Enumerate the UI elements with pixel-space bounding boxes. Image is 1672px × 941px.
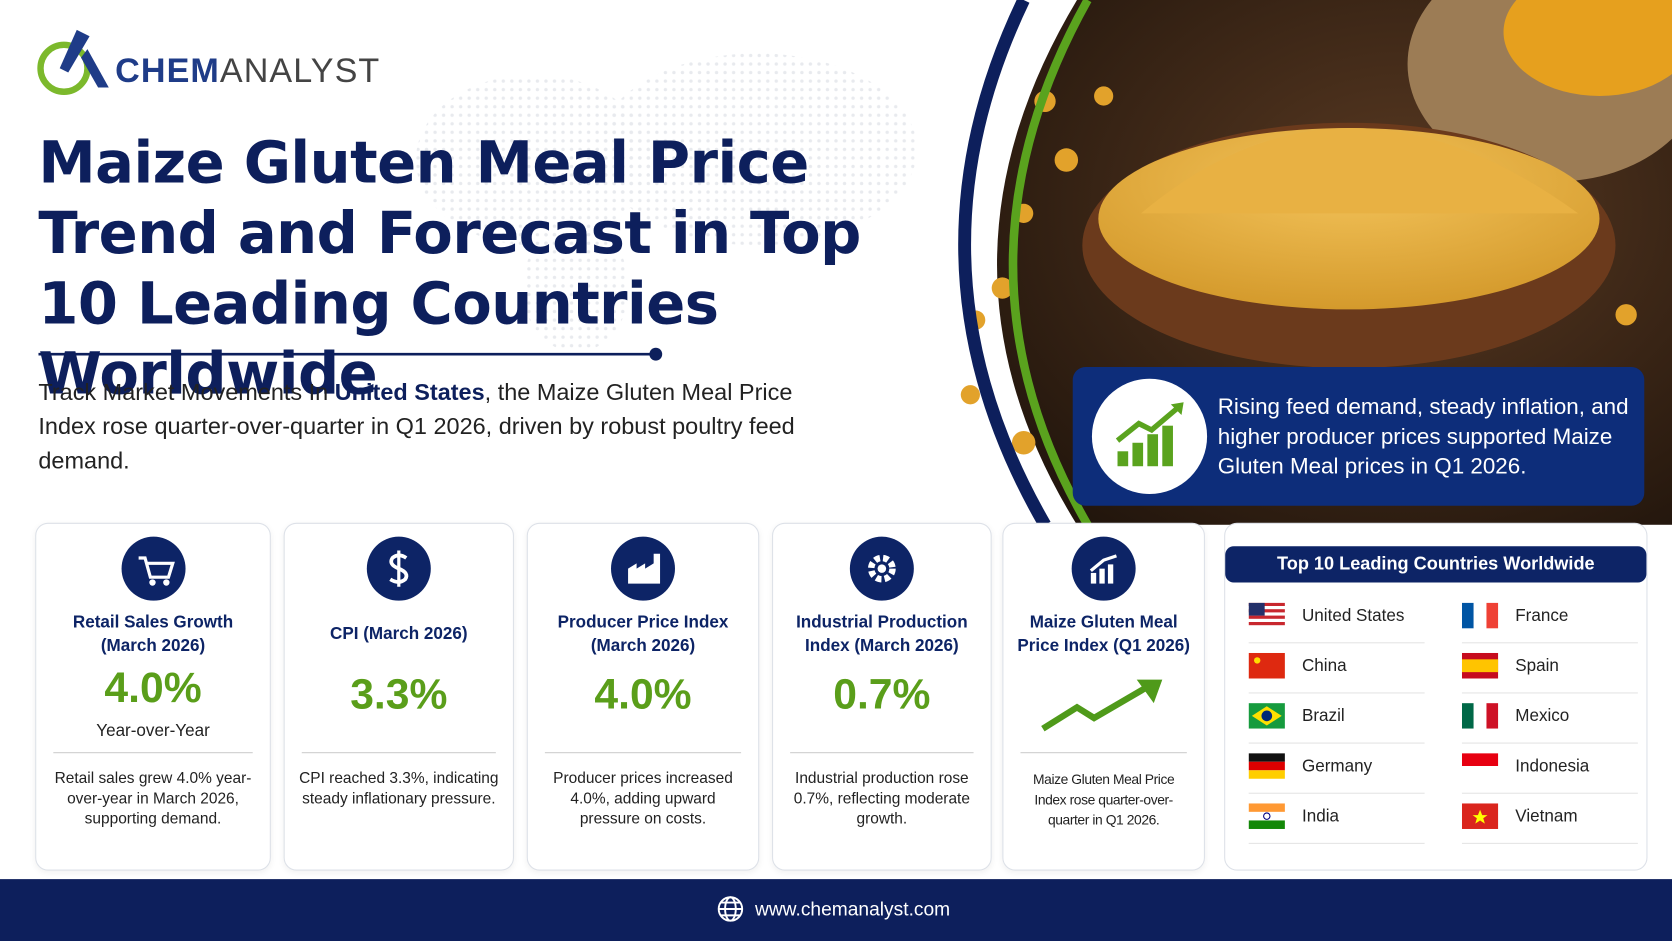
flag [1461,703,1499,729]
country-row: Indonesia [1461,743,1638,794]
icon-circle [849,536,914,601]
country-row: India [1248,793,1425,844]
country-name: Indonesia [1515,757,1590,776]
card-title: Producer Price Index (March 2026) [557,613,729,656]
countries-panel: Top 10 Leading Countries Worldwide Unite… [1224,522,1648,871]
callout: Rising feed demand, steady inflation, an… [1072,367,1645,506]
intro: Track Market Movements In United States,… [38,376,848,478]
country-row: United States [1248,592,1425,644]
card-value: 3.3% [350,671,448,719]
card-description: Maize Gluten Meal Price Index rose quart… [1033,771,1175,828]
card-subtitle: Year-over-Year [96,722,210,741]
country-name: Spain [1515,657,1559,676]
flag [1248,703,1285,729]
logo-icon [37,29,109,95]
country-name: Germany [1301,757,1373,776]
icon-circle [1071,536,1136,601]
metric-card: Producer Price Index (March 2026) 4.0% Pro… [526,522,760,871]
metric-card: Maize Gluten Meal Price Index (Q1 2026) M… [1002,522,1205,871]
country-row: France [1461,592,1638,644]
card-title: Maize Gluten Meal Price Index (Q1 2026) [1017,613,1190,656]
metric-card: CPI (March 2026) 3.3% CPI reached 3.3%, in… [283,522,514,871]
callout-text: Rising feed demand, steady inflation, an… [1217,394,1629,480]
country-row: China [1248,642,1425,694]
card-divider [1020,752,1187,754]
intro-text: , the Maize Gluten Meal Price Index rose… [38,378,795,474]
country-name: Vietnam [1515,807,1578,826]
intro-text: Track Market Movements In [38,378,335,406]
country-name: India [1301,807,1339,826]
card-icon [389,550,409,587]
intro-highlight: United States [334,378,485,406]
country-row: Mexico [1461,692,1638,744]
countries-title: Top 10 Leading Countries Worldwide [1225,546,1647,583]
card-description: Producer prices increased 4.0%, adding u… [553,770,733,828]
card-icon [867,554,896,583]
icon-circle [366,536,431,601]
flag [1461,803,1499,829]
card-title: CPI (March 2026) [330,625,468,644]
card-divider [544,752,742,754]
flag [1248,753,1285,779]
card-divider [53,752,253,754]
footer: www.chemanalyst.com [0,879,1672,941]
title: Maize Gluten Meal Price Trend and Foreca… [38,129,861,408]
map-bg [415,53,918,353]
card-icon [1089,554,1117,584]
trend-arrow [1041,679,1163,732]
callout-icon [1091,378,1208,494]
logo-part: CHEM [115,51,220,90]
country-name: Mexico [1515,707,1570,726]
flag [1248,602,1285,629]
card-value: 4.0% [104,664,202,712]
card-value: 0.7% [833,671,931,719]
card-icon [138,556,175,586]
flag [1461,652,1499,679]
country-name: Brazil [1301,707,1345,726]
card-description: Retail sales grew 4.0% year-over-year in… [54,770,252,828]
metric-card: Retail Sales Growth (March 2026) 4.0% Year… [35,522,271,871]
country-row: Spain [1461,642,1638,694]
flag [1248,803,1285,829]
card-divider [790,752,974,754]
card-title: Industrial Production Index (March 2026) [796,613,968,656]
flag [1248,652,1285,679]
country-name: China [1301,657,1347,676]
country-name: United States [1301,607,1405,626]
metric-card: Industrial Production Index (March 2026)… [772,522,992,871]
country-row: Brazil [1248,692,1425,744]
card-divider [301,752,496,754]
logo-text: CHEMANALYST [115,51,380,90]
country-name: France [1515,607,1569,626]
flag [1461,602,1499,629]
icon-circle [121,536,186,601]
card-icon [628,553,661,584]
country-row: Vietnam [1461,793,1638,844]
card-value: 4.0% [594,671,692,719]
title-rule [38,347,663,361]
country-row: Germany [1248,743,1425,794]
footer-url: www.chemanalyst.com [754,898,951,920]
card-description: Industrial production rose 0.7%, reflect… [793,770,970,828]
globe-icon [717,896,744,922]
card-title: Retail Sales Growth (March 2026) [72,613,234,656]
logo-part: ANALYST [219,51,381,90]
icon-circle [611,536,675,601]
card-description: CPI reached 3.3%, indicating steady infl… [299,770,499,808]
flag [1461,753,1499,779]
